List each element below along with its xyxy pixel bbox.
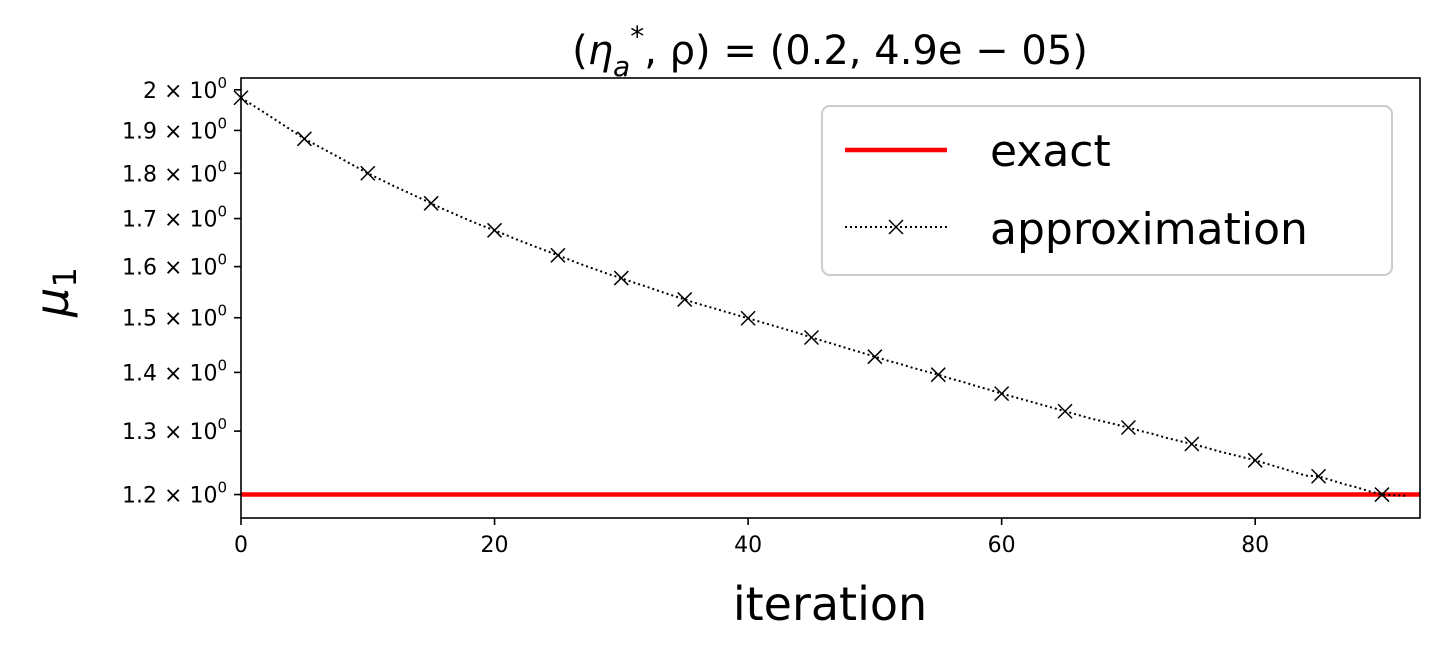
x-axis-ticks: 0 20 40 60 80 <box>234 518 1269 558</box>
y-tick-label: 2 × 100 <box>143 74 227 104</box>
y-tick-label: 1.5 × 100 <box>122 302 227 332</box>
y-axis-ticks: 1.2 × 100 1.3 × 100 1.4 × 100 1.5 × 100 1.6 … <box>122 74 241 509</box>
data-point-marker <box>994 386 1010 402</box>
legend-approx-label: approximation <box>990 204 1308 255</box>
x-axis-label: iteration <box>733 577 927 631</box>
data-point-marker <box>360 165 376 181</box>
title-eta: η <box>588 28 613 74</box>
title-rest: , ρ) = (0.2, 4.9e − 05) <box>644 28 1088 74</box>
data-point-marker <box>1120 419 1136 436</box>
legend-approx-marker <box>888 219 904 235</box>
data-point-marker <box>1311 468 1327 484</box>
x-tick-label: 80 <box>1241 533 1269 558</box>
data-point-marker <box>677 291 693 307</box>
title-superscript: * <box>630 20 644 53</box>
x-tick-label: 20 <box>481 533 509 558</box>
y-tick-label: 1.3 × 100 <box>122 415 227 445</box>
y-tick-label: 1.2 × 100 <box>122 479 227 509</box>
y-tick-label: 1.7 × 100 <box>122 203 227 233</box>
y-axis-label-subscript: 1 <box>46 267 84 287</box>
data-point-marker <box>1057 403 1073 419</box>
y-tick-label: 1.8 × 100 <box>122 157 227 187</box>
data-point-marker <box>740 310 756 326</box>
x-tick-label: 60 <box>988 533 1016 558</box>
data-point-marker <box>1184 436 1200 452</box>
data-point-marker <box>487 222 503 238</box>
legend-exact-label: exact <box>990 126 1111 177</box>
title-subscript: a <box>613 50 630 83</box>
legend: exact approximation <box>821 105 1393 276</box>
series-layer <box>233 90 1420 503</box>
y-tick-label: 1.6 × 100 <box>122 251 227 281</box>
data-point-marker <box>423 195 439 211</box>
data-point-marker <box>867 349 883 365</box>
x-tick-label: 40 <box>734 533 762 558</box>
y-tick-label: 1.9 × 100 <box>122 114 227 144</box>
data-point-marker <box>1247 452 1263 468</box>
legend-box <box>821 105 1393 276</box>
plot-frame <box>240 77 1421 519</box>
data-point-marker <box>550 247 566 263</box>
x-tick-label: 0 <box>234 533 248 558</box>
y-tick-label: 1.4 × 100 <box>122 356 227 386</box>
chart-title: (ηa*, ρ) = (0.2, 4.9e − 05) <box>572 20 1088 83</box>
data-point-marker <box>296 131 312 147</box>
title-prefix: ( <box>572 28 588 74</box>
y-axis-label-main: μ <box>25 288 79 318</box>
data-point-marker <box>613 270 629 286</box>
data-point-marker <box>803 329 820 346</box>
data-point-marker <box>930 367 946 383</box>
y-axis-label: μ1 <box>25 267 84 318</box>
data-point-marker <box>1374 487 1390 503</box>
